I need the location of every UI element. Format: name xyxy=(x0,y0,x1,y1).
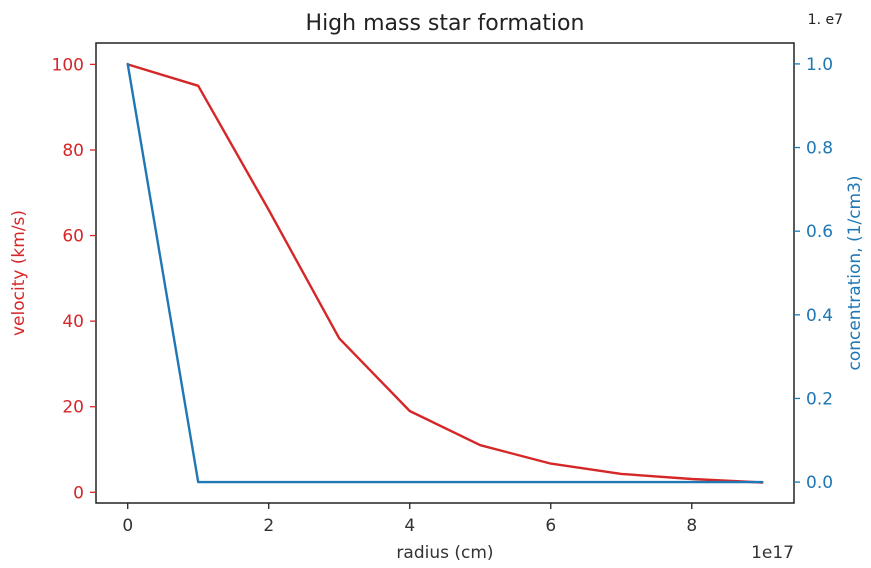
plot-area xyxy=(126,62,764,484)
velocity-series-line xyxy=(126,63,764,484)
plot-frame xyxy=(95,42,795,504)
y-right-tick-label: 0.0 xyxy=(806,473,833,493)
y-axis-left-label: velocity (km/s) xyxy=(9,210,29,336)
y2-offset-label: 1. e7 xyxy=(808,12,843,28)
x-tick-label: 6 xyxy=(545,516,556,536)
concentration-series-line xyxy=(126,62,764,484)
y-right-tick-label: 0.8 xyxy=(806,139,833,159)
y-right-tick-label: 0.4 xyxy=(806,306,833,326)
y-axis-left: 0 20 40 60 80 100 xyxy=(52,55,96,503)
y-left-tick-label: 60 xyxy=(62,227,84,247)
y-left-tick-label: 100 xyxy=(52,55,84,75)
x-axis-label: radius (cm) xyxy=(396,543,493,563)
x-tick-label: 0 xyxy=(122,516,133,536)
x-tick-label: 4 xyxy=(404,516,415,536)
y-right-tick-label: 0.6 xyxy=(806,222,833,242)
y-right-tick-label: 0.2 xyxy=(806,389,833,409)
y-right-tick-label: 1.0 xyxy=(806,55,833,75)
y-left-tick-label: 80 xyxy=(62,141,84,161)
chart-title: High mass star formation xyxy=(306,11,585,36)
y-left-tick-label: 20 xyxy=(62,398,84,418)
y-axis-right-label: concentration, (1/cm3) xyxy=(845,175,865,370)
y-left-tick-label: 0 xyxy=(73,483,84,503)
x-offset-label: 1e17 xyxy=(751,543,794,563)
y-axis-right: 0.0 0.2 0.4 0.6 0.8 1.0 xyxy=(794,55,833,493)
y-left-tick-label: 40 xyxy=(62,312,84,332)
x-tick-label: 8 xyxy=(686,516,697,536)
x-tick-label: 2 xyxy=(263,516,274,536)
x-axis: 0 2 4 6 8 xyxy=(122,503,697,536)
